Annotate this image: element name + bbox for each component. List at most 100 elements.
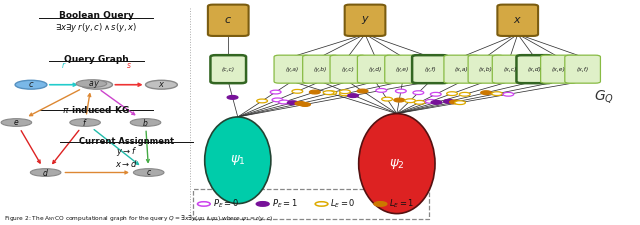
- Text: (x,f): (x,f): [577, 67, 589, 72]
- FancyBboxPatch shape: [516, 55, 552, 83]
- Text: $x$: $x$: [513, 15, 522, 25]
- Text: $\psi_1$: $\psi_1$: [230, 153, 246, 167]
- FancyBboxPatch shape: [468, 55, 504, 83]
- FancyBboxPatch shape: [211, 55, 246, 83]
- Text: $a$: $a$: [88, 79, 95, 88]
- FancyBboxPatch shape: [492, 55, 528, 83]
- Circle shape: [430, 92, 441, 96]
- Text: (y,a): (y,a): [285, 67, 298, 72]
- Circle shape: [503, 92, 514, 96]
- Text: (x,c): (x,c): [504, 67, 516, 72]
- Ellipse shape: [30, 169, 61, 176]
- Ellipse shape: [70, 119, 100, 126]
- Text: Boolean Query: Boolean Query: [59, 11, 134, 20]
- Circle shape: [413, 91, 424, 94]
- Text: (c,c): (c,c): [221, 67, 235, 72]
- Circle shape: [315, 202, 328, 206]
- Circle shape: [444, 99, 454, 103]
- Circle shape: [278, 100, 289, 104]
- Circle shape: [257, 99, 268, 103]
- Ellipse shape: [15, 80, 47, 89]
- Ellipse shape: [1, 119, 31, 126]
- FancyBboxPatch shape: [357, 55, 393, 83]
- Text: (y,c): (y,c): [341, 67, 355, 72]
- Text: Query Graph: Query Graph: [64, 55, 129, 64]
- Circle shape: [272, 98, 283, 102]
- Circle shape: [287, 101, 298, 105]
- FancyBboxPatch shape: [444, 55, 479, 83]
- Circle shape: [426, 99, 436, 103]
- Circle shape: [357, 89, 368, 93]
- Circle shape: [309, 90, 320, 94]
- Text: $P_E=1$: $P_E=1$: [271, 198, 298, 210]
- Circle shape: [381, 97, 392, 101]
- FancyBboxPatch shape: [208, 4, 248, 36]
- Text: Current Assignment: Current Assignment: [79, 137, 174, 146]
- Circle shape: [374, 202, 387, 206]
- Circle shape: [339, 90, 350, 94]
- Text: (y,b): (y,b): [314, 67, 327, 72]
- Text: $\psi_2$: $\psi_2$: [389, 157, 404, 171]
- Text: $x \to d$: $x \to d$: [115, 158, 138, 169]
- Text: $d$: $d$: [42, 167, 49, 178]
- Text: $y$: $y$: [360, 14, 369, 26]
- Circle shape: [323, 91, 334, 94]
- Circle shape: [492, 92, 502, 96]
- Circle shape: [454, 101, 465, 105]
- Text: (y,f): (y,f): [424, 67, 436, 72]
- Circle shape: [450, 100, 460, 104]
- Text: (y,d): (y,d): [369, 67, 382, 72]
- Circle shape: [431, 100, 442, 104]
- Circle shape: [339, 92, 350, 96]
- Text: $f$: $f$: [83, 117, 88, 128]
- FancyBboxPatch shape: [541, 55, 576, 83]
- Text: $\exists x \exists y \; r(y,c) \wedge s(y,x)$: $\exists x \exists y \; r(y,c) \wedge s(…: [55, 21, 138, 34]
- Text: (y,e): (y,e): [396, 67, 409, 72]
- Circle shape: [404, 99, 415, 103]
- Text: $L_E=1$: $L_E=1$: [389, 198, 415, 210]
- FancyBboxPatch shape: [345, 4, 385, 36]
- Circle shape: [348, 94, 358, 97]
- Text: (x,d): (x,d): [527, 67, 541, 72]
- Text: $r$: $r$: [61, 60, 67, 70]
- FancyBboxPatch shape: [385, 55, 420, 83]
- Ellipse shape: [134, 169, 164, 176]
- FancyBboxPatch shape: [274, 55, 310, 83]
- Ellipse shape: [205, 117, 271, 204]
- Text: $y \to f$: $y \to f$: [116, 145, 137, 158]
- FancyBboxPatch shape: [303, 55, 339, 83]
- Text: $c$: $c$: [146, 168, 152, 177]
- Circle shape: [460, 92, 470, 96]
- FancyBboxPatch shape: [330, 55, 365, 83]
- Text: (x,b): (x,b): [479, 67, 493, 72]
- Text: $y$: $y$: [93, 79, 100, 90]
- Text: $\pi$-induced KG: $\pi$-induced KG: [62, 104, 131, 115]
- Ellipse shape: [358, 114, 435, 214]
- Ellipse shape: [131, 119, 161, 126]
- Circle shape: [300, 103, 310, 106]
- Text: $e$: $e$: [13, 118, 20, 127]
- Text: (x,a): (x,a): [455, 67, 468, 72]
- Text: $c$: $c$: [224, 15, 232, 25]
- Circle shape: [257, 202, 269, 206]
- Text: $P_E=0$: $P_E=0$: [212, 198, 239, 210]
- Ellipse shape: [76, 80, 107, 88]
- FancyBboxPatch shape: [497, 4, 538, 36]
- Ellipse shape: [145, 80, 177, 89]
- Circle shape: [481, 91, 492, 94]
- FancyBboxPatch shape: [565, 55, 600, 83]
- Circle shape: [326, 91, 337, 95]
- Circle shape: [376, 88, 387, 92]
- Ellipse shape: [81, 80, 113, 89]
- Circle shape: [394, 98, 404, 102]
- Text: (x,e): (x,e): [552, 67, 565, 72]
- Text: $c$: $c$: [28, 80, 35, 89]
- Circle shape: [270, 90, 281, 94]
- Circle shape: [295, 101, 306, 105]
- Text: $L_E=0$: $L_E=0$: [330, 198, 356, 210]
- Text: Figure 2: The A$_{\rm NY}$CO computational graph for the query $Q = \exists x \e: Figure 2: The A$_{\rm NY}$CO computation…: [4, 213, 273, 223]
- Text: $b$: $b$: [142, 117, 148, 128]
- Circle shape: [292, 90, 303, 93]
- Circle shape: [414, 100, 425, 104]
- Text: $s$: $s$: [126, 61, 132, 70]
